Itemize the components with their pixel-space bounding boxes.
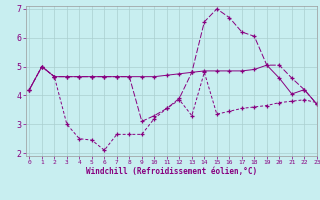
X-axis label: Windchill (Refroidissement éolien,°C): Windchill (Refroidissement éolien,°C) xyxy=(86,167,257,176)
